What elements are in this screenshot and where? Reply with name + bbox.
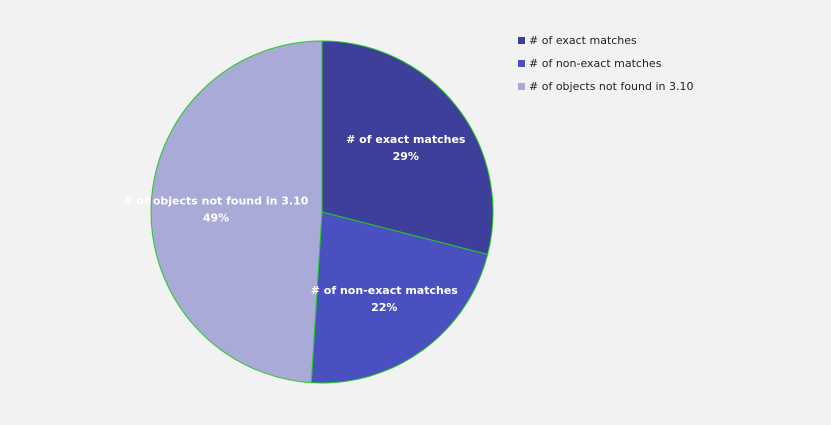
legend-item-non-exact-matches: # of non-exact matches <box>518 52 818 75</box>
slice-value-exact-matches: 29% <box>393 150 419 163</box>
pie-slices <box>150 40 494 384</box>
legend-item-exact-matches: # of exact matches <box>518 29 818 52</box>
pie-slice-exact-matches <box>321 40 494 256</box>
legend-label-exact-matches: # of exact matches <box>529 34 637 47</box>
slice-label-exact-matches: # of exact matches <box>346 133 466 146</box>
legend-swatch-exact-matches <box>518 37 525 44</box>
slice-value-objects-not-found: 49% <box>203 212 229 225</box>
legend-label-objects-not-found: # of objects not found in 3.10 <box>529 80 694 93</box>
legend: # of exact matches # of non-exact matche… <box>518 29 818 98</box>
slice-value-non-exact-matches: 22% <box>371 301 397 314</box>
legend-item-objects-not-found: # of objects not found in 3.10 <box>518 75 818 98</box>
slice-label-non-exact-matches: # of non-exact matches <box>311 284 459 297</box>
pie-slice-non-exact-matches <box>310 211 489 384</box>
legend-swatch-non-exact-matches <box>518 60 525 67</box>
pie-slice-labels: # of exact matches 29% # of non-exact matc… <box>124 133 466 314</box>
legend-swatch-objects-not-found <box>518 83 525 90</box>
slice-label-objects-not-found: # of objects not found in 3.10 <box>124 195 309 208</box>
legend-label-non-exact-matches: # of non-exact matches <box>529 57 662 70</box>
pie-slice-objects-not-found <box>150 40 323 384</box>
